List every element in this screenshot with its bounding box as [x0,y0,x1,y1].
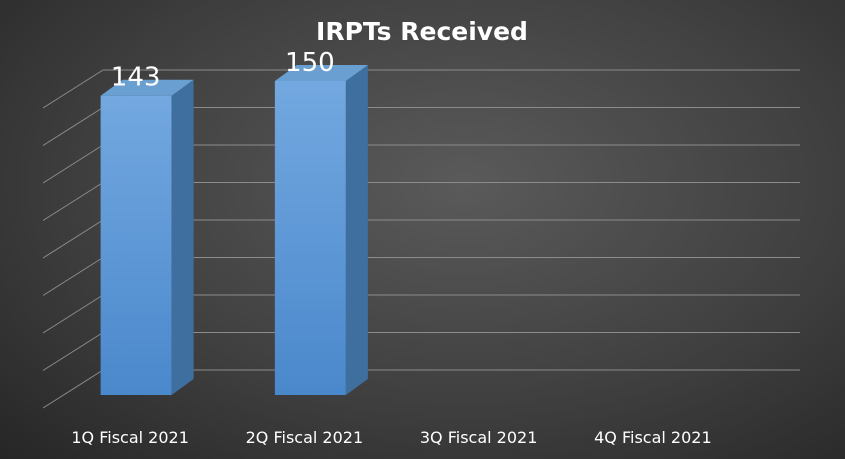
bar-top-2 [274,65,368,81]
x-tick-label-3: 3Q Fiscal 2021 [420,428,538,447]
gridline-side-140 [42,107,104,146]
x-axis-tick-labels: 1Q Fiscal 2021 2Q Fiscal 2021 3Q Fiscal 20… [71,428,711,447]
x-tick-label-2: 2Q Fiscal 2021 [246,428,364,447]
gridline-side-160 [42,69,104,109]
bar-front-2 [274,81,346,395]
data-label-1: 143 [111,63,161,93]
bars [100,65,368,395]
gridline-side-0 [42,369,104,409]
x-tick-label-1: 1Q Fiscal 2021 [71,428,189,447]
gridlines [42,69,800,409]
bar-front-1 [100,95,172,395]
gridline-side-20 [42,332,104,371]
bar-side-2 [345,65,368,395]
gridline-side-80 [42,219,104,259]
data-label-2: 150 [285,48,335,78]
x-tick-label-4: 4Q Fiscal 2021 [594,428,712,447]
chart-title: IRPTs Received [316,17,528,46]
gridline-side-40 [42,294,104,334]
bar-side-1 [171,79,194,395]
gridline-side-100 [42,182,104,221]
gridline-side-60 [42,257,104,296]
data-labels: 143 150 [111,48,335,93]
bar-top-1 [100,79,194,96]
gridline-side-120 [42,144,104,184]
